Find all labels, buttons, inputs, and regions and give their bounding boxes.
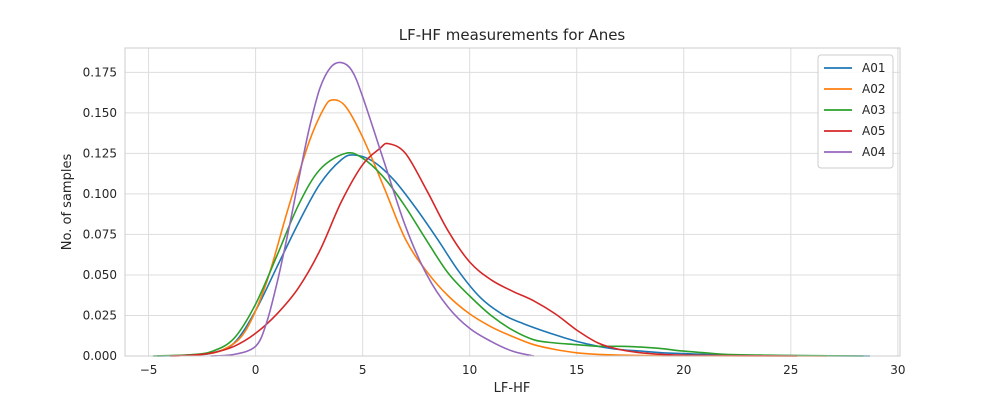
legend-label-a03: A03: [862, 103, 885, 117]
y-tick-labels: 0.000 0.025 0.050 0.075 0.100 0.125 0.150 0.175: [83, 65, 117, 363]
y-tick-label: 0.100: [83, 187, 117, 201]
y-tick-label: 0.150: [83, 106, 117, 120]
legend-label-a04: A04: [862, 145, 885, 159]
y-tick-label: 0.050: [83, 268, 117, 282]
legend-box: [817, 54, 894, 169]
series-lines: [152, 61, 871, 357]
x-tick-label: 25: [783, 363, 798, 377]
x-tick-label: 0: [252, 363, 260, 377]
series-line-a04: [210, 61, 535, 357]
grid: [125, 48, 900, 357]
x-tick-label: −5: [140, 363, 158, 377]
y-axis-label: No. of samples: [60, 154, 75, 251]
series-line-a05: [169, 142, 798, 357]
x-tick-label: 10: [462, 363, 477, 377]
x-axis-label: LF-HF: [494, 381, 531, 396]
chart-title: LF-HF measurements for Anes: [399, 26, 626, 44]
y-tick-label: 0.025: [83, 308, 117, 322]
y-tick-label: 0.075: [83, 227, 117, 241]
plot-area-frame: [124, 47, 901, 357]
legend-label-a02: A02: [862, 82, 885, 96]
x-tick-label: 15: [569, 363, 584, 377]
x-tick-label: 5: [359, 363, 367, 377]
y-tick-label: 0.000: [83, 349, 117, 363]
series-line-a03: [152, 151, 864, 357]
x-tick-label: 30: [890, 363, 905, 377]
y-tick-label: 0.175: [83, 65, 117, 79]
x-tick-label: 20: [676, 363, 691, 377]
legend-label-a05: A05: [862, 124, 885, 138]
series-line-a01: [157, 154, 871, 357]
legend-label-a01: A01: [862, 61, 885, 75]
legend: A01 A02 A03 A05 A04: [817, 54, 894, 169]
y-tick-label: 0.125: [83, 146, 117, 160]
series-line-a02: [174, 99, 828, 357]
x-tick-labels: −5 0 5 10 15 20 25 30: [140, 363, 906, 377]
